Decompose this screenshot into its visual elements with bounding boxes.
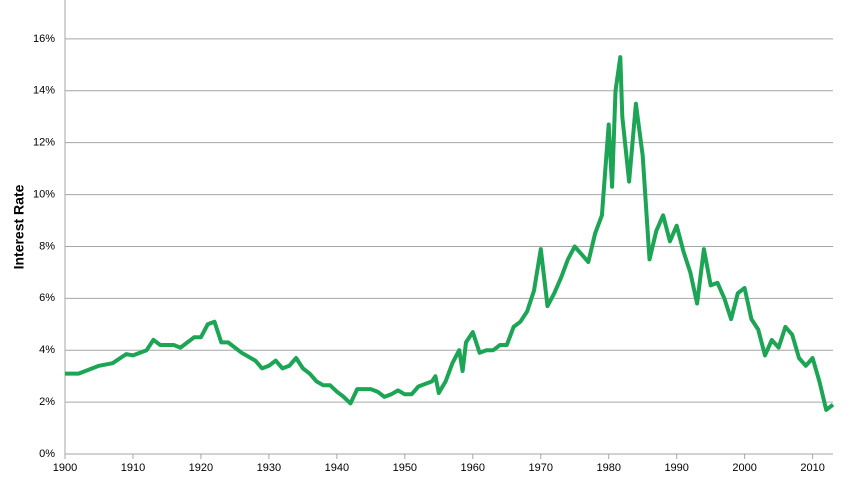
x-tick-label: 1970 — [529, 462, 553, 474]
y-axis-label: Interest Rate — [11, 184, 27, 269]
y-tick-label: 10% — [33, 188, 55, 200]
x-tick-label: 1960 — [461, 462, 485, 474]
x-tick-label: 1980 — [596, 462, 620, 474]
y-tick-label: 12% — [33, 137, 55, 149]
y-tick-label: 6% — [39, 292, 55, 304]
x-tick-label: 1920 — [189, 462, 213, 474]
x-tick-label: 1910 — [121, 462, 145, 474]
x-tick-label: 2010 — [800, 462, 824, 474]
y-tick-label: 4% — [39, 344, 55, 356]
x-tick-label: 2000 — [732, 462, 756, 474]
x-tick-label: 1990 — [664, 462, 688, 474]
x-tick-label: 1930 — [257, 462, 281, 474]
x-tick-label: 1940 — [325, 462, 349, 474]
y-tick-label: 8% — [39, 240, 55, 252]
y-tick-label: 2% — [39, 396, 55, 408]
x-tick-label: 1950 — [393, 462, 417, 474]
x-tick-label: 1900 — [53, 462, 77, 474]
y-tick-label: 14% — [33, 85, 55, 97]
y-tick-label: 0% — [39, 448, 55, 460]
y-tick-label: 16% — [33, 33, 55, 45]
line — [65, 55, 835, 412]
